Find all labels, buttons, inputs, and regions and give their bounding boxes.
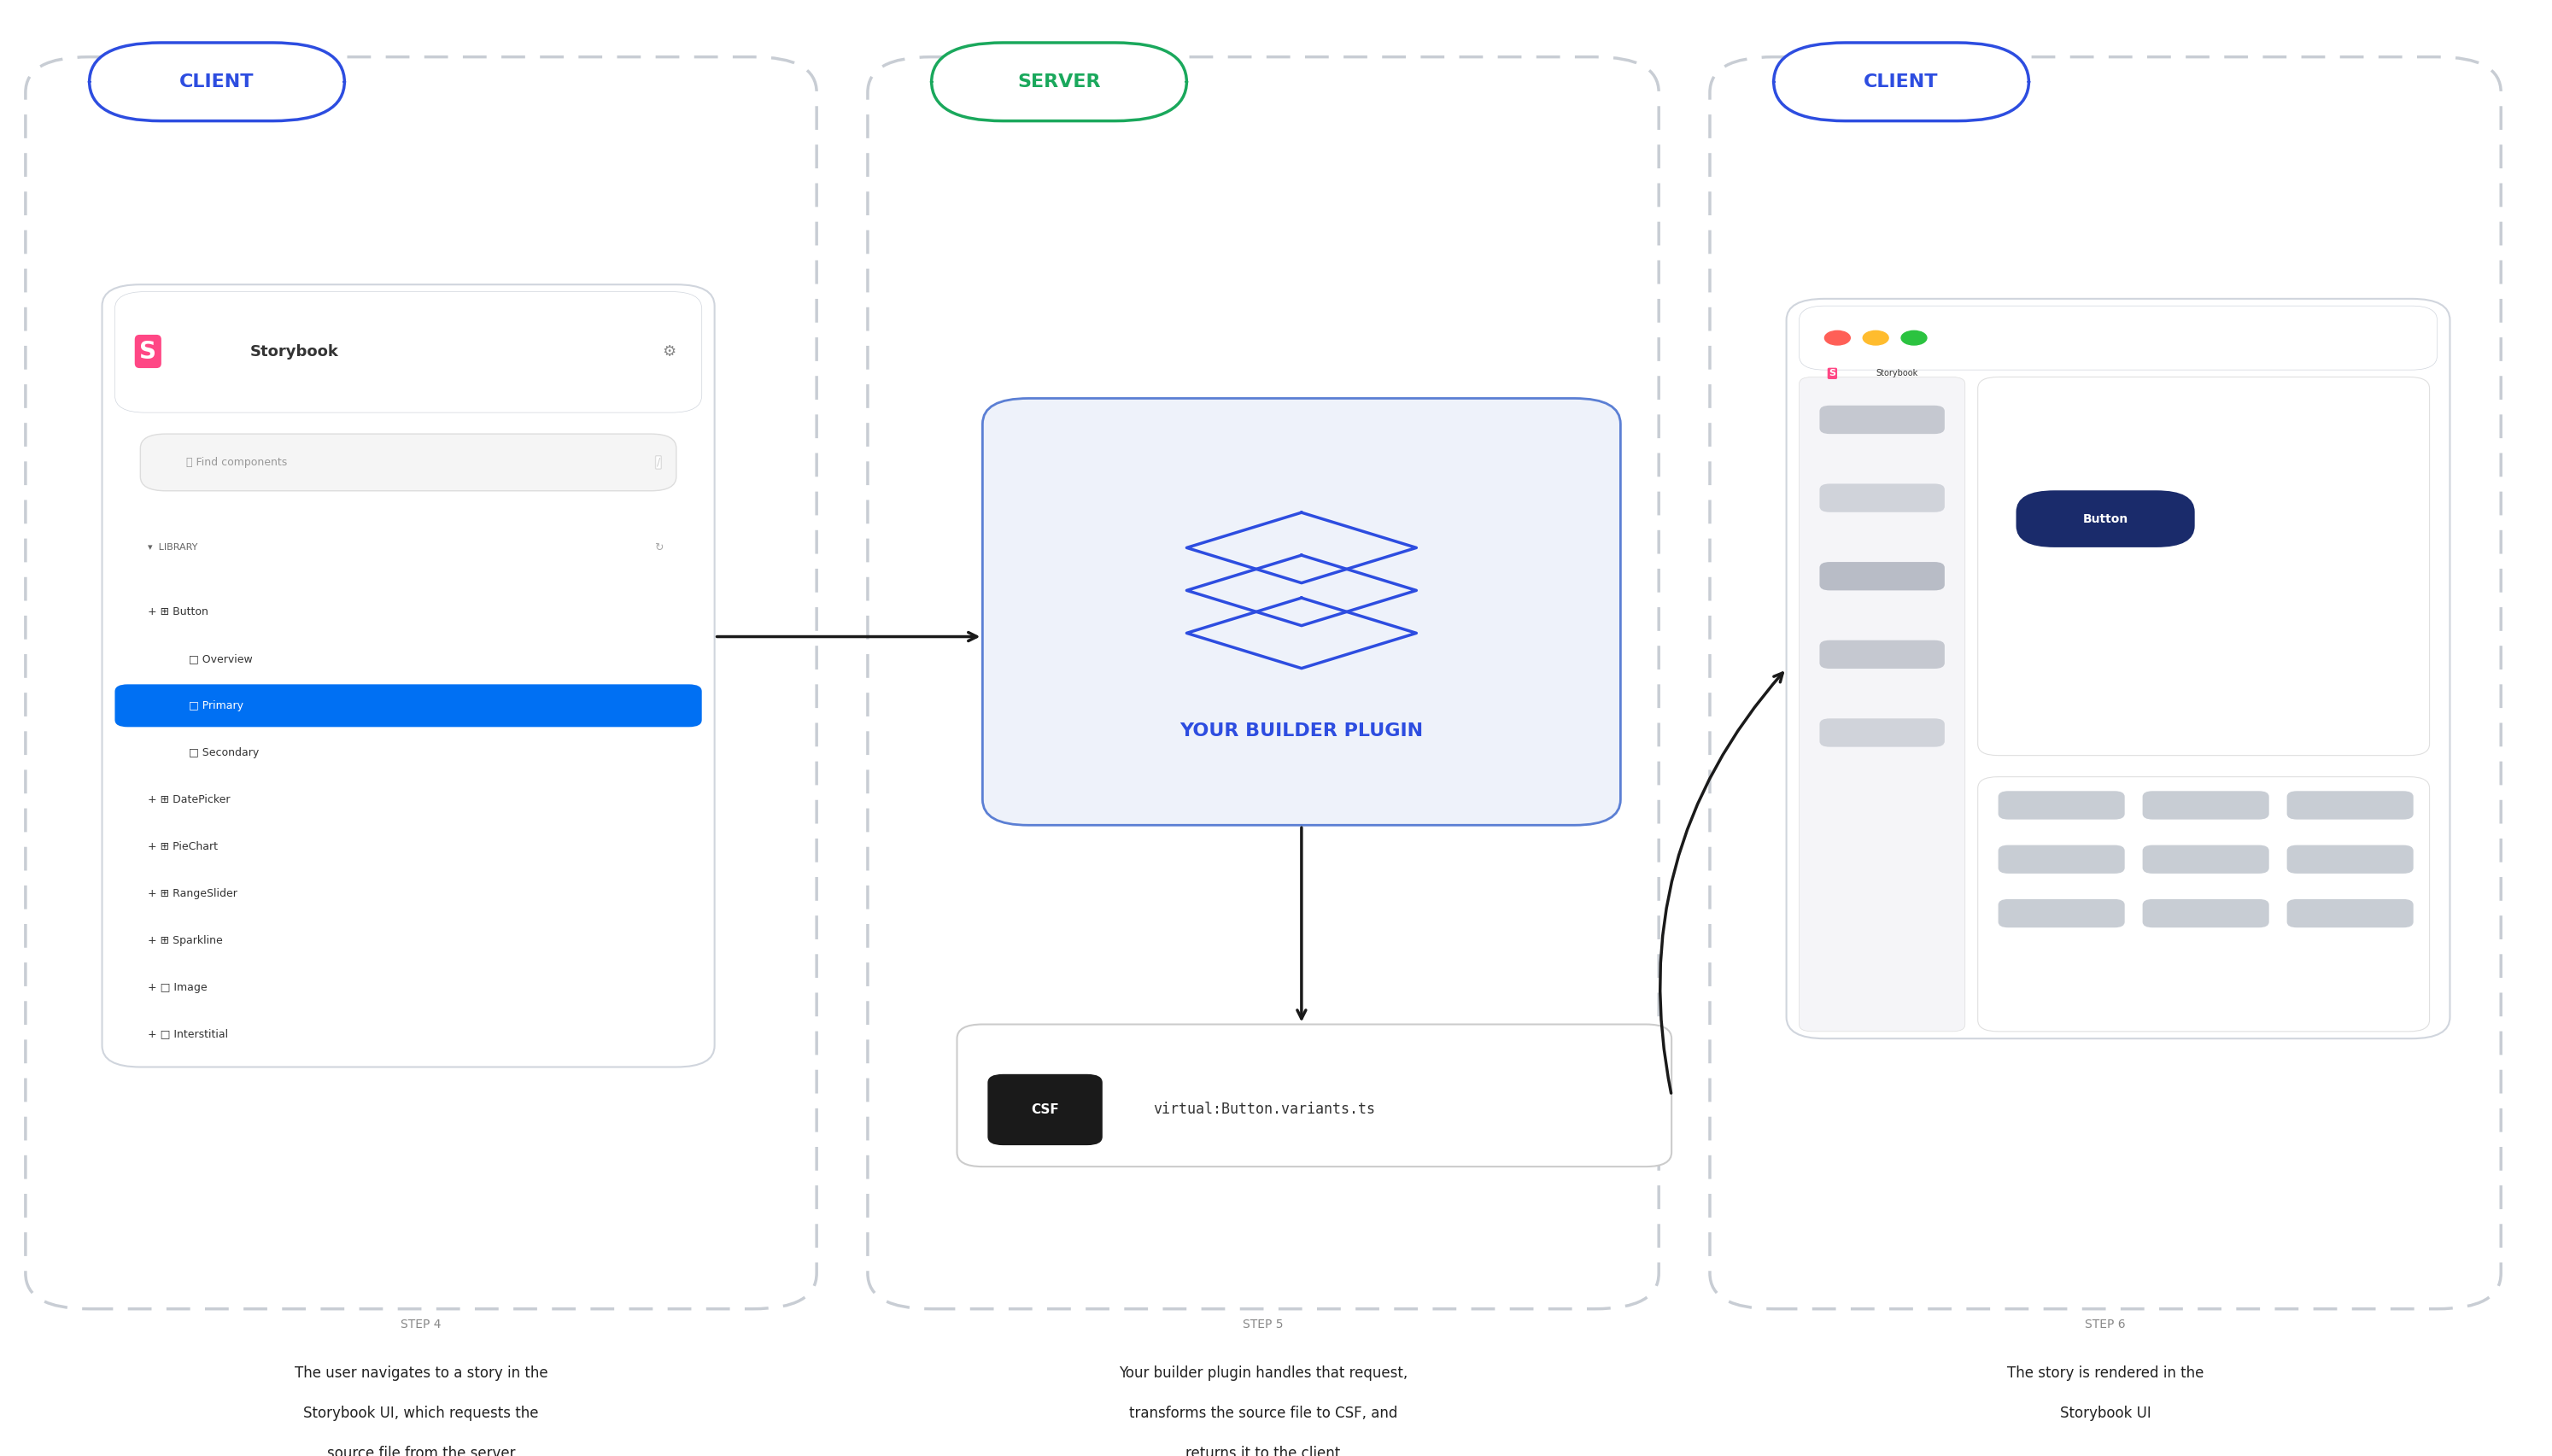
Text: + ⊞ Sparkline: + ⊞ Sparkline (148, 935, 222, 946)
FancyBboxPatch shape (1820, 641, 1945, 668)
FancyBboxPatch shape (1799, 377, 1965, 1031)
FancyBboxPatch shape (1786, 298, 2450, 1038)
Text: + ⊞ DatePicker: + ⊞ DatePicker (148, 794, 230, 805)
Text: STEP 4: STEP 4 (401, 1318, 441, 1331)
FancyBboxPatch shape (2016, 491, 2195, 547)
FancyBboxPatch shape (957, 1025, 1672, 1166)
Text: Your builder plugin handles that request,: Your builder plugin handles that request… (1118, 1366, 1409, 1382)
FancyBboxPatch shape (1820, 405, 1945, 434)
Text: CLIENT: CLIENT (179, 73, 255, 90)
FancyBboxPatch shape (1799, 306, 2437, 370)
Text: returns it to the client: returns it to the client (1187, 1446, 1340, 1456)
FancyBboxPatch shape (1998, 900, 2126, 927)
Text: CSF: CSF (1031, 1104, 1059, 1117)
Text: virtual:Button.variants.ts: virtual:Button.variants.ts (1154, 1102, 1376, 1117)
Text: SERVER: SERVER (1018, 73, 1100, 90)
Text: Storybook: Storybook (1876, 370, 1917, 377)
FancyBboxPatch shape (868, 57, 1659, 1309)
FancyBboxPatch shape (115, 291, 702, 412)
FancyBboxPatch shape (2287, 900, 2414, 927)
FancyBboxPatch shape (988, 1075, 1102, 1146)
FancyBboxPatch shape (1998, 791, 2126, 820)
Text: ↻: ↻ (653, 542, 664, 553)
FancyBboxPatch shape (89, 42, 345, 121)
FancyBboxPatch shape (115, 684, 702, 727)
FancyBboxPatch shape (1820, 483, 1945, 513)
FancyBboxPatch shape (2144, 900, 2269, 927)
FancyBboxPatch shape (1820, 562, 1945, 591)
FancyBboxPatch shape (931, 42, 1187, 121)
Text: + ⊞ PieChart: + ⊞ PieChart (148, 842, 217, 852)
Text: transforms the source file to CSF, and: transforms the source file to CSF, and (1128, 1405, 1398, 1421)
FancyBboxPatch shape (983, 399, 1621, 826)
Text: □ Overview: □ Overview (179, 654, 253, 664)
Text: + □ Image: + □ Image (148, 981, 207, 993)
Text: ▾  LIBRARY: ▾ LIBRARY (148, 543, 199, 552)
Circle shape (1901, 331, 1927, 345)
FancyBboxPatch shape (1774, 42, 2029, 121)
Text: 🔍 Find components: 🔍 Find components (186, 457, 288, 467)
Text: □ Secondary: □ Secondary (179, 747, 260, 759)
FancyBboxPatch shape (1710, 57, 2501, 1309)
FancyBboxPatch shape (1978, 377, 2430, 756)
Text: + ⊞ Button: + ⊞ Button (148, 606, 209, 617)
Text: + ⊞ RangeSlider: + ⊞ RangeSlider (148, 888, 237, 898)
FancyBboxPatch shape (26, 57, 817, 1309)
Text: STEP 5: STEP 5 (1243, 1318, 1284, 1331)
FancyBboxPatch shape (2144, 844, 2269, 874)
FancyBboxPatch shape (1820, 718, 1945, 747)
Text: S: S (140, 339, 156, 364)
Circle shape (1863, 331, 1888, 345)
FancyBboxPatch shape (2287, 791, 2414, 820)
Text: The user navigates to a story in the: The user navigates to a story in the (293, 1366, 549, 1382)
Text: + □ Interstitial: + □ Interstitial (148, 1029, 230, 1040)
Text: Storybook UI: Storybook UI (2059, 1405, 2151, 1421)
Text: YOUR BUILDER PLUGIN: YOUR BUILDER PLUGIN (1179, 722, 1424, 740)
Text: source file from the server: source file from the server (327, 1446, 516, 1456)
Text: STEP 6: STEP 6 (2085, 1318, 2126, 1331)
FancyBboxPatch shape (140, 434, 676, 491)
Text: Storybook UI, which requests the: Storybook UI, which requests the (304, 1405, 538, 1421)
FancyBboxPatch shape (1978, 778, 2430, 1031)
Circle shape (1825, 331, 1850, 345)
FancyBboxPatch shape (2144, 791, 2269, 820)
Text: The story is rendered in the: The story is rendered in the (2006, 1366, 2205, 1382)
Text: CLIENT: CLIENT (1863, 73, 1940, 90)
FancyBboxPatch shape (2287, 844, 2414, 874)
Text: □ Primary: □ Primary (179, 700, 242, 711)
Text: ⚙: ⚙ (661, 344, 676, 360)
Text: Button: Button (2082, 513, 2128, 524)
FancyBboxPatch shape (102, 284, 715, 1067)
Text: Storybook: Storybook (250, 344, 339, 360)
Text: S: S (1830, 370, 1835, 377)
Text: /: / (656, 457, 661, 467)
FancyBboxPatch shape (1998, 844, 2126, 874)
